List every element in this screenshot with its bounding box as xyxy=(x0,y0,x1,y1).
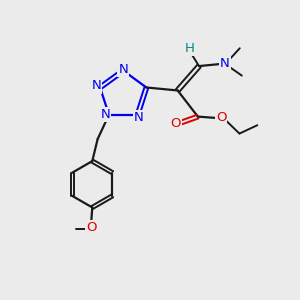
Text: H: H xyxy=(185,42,195,55)
Text: N: N xyxy=(100,108,110,121)
Text: N: N xyxy=(92,80,101,92)
Text: N: N xyxy=(134,111,144,124)
Text: O: O xyxy=(170,117,181,130)
Text: N: N xyxy=(118,63,128,76)
Text: O: O xyxy=(86,221,97,235)
Text: O: O xyxy=(216,111,226,124)
Text: N: N xyxy=(220,57,230,70)
